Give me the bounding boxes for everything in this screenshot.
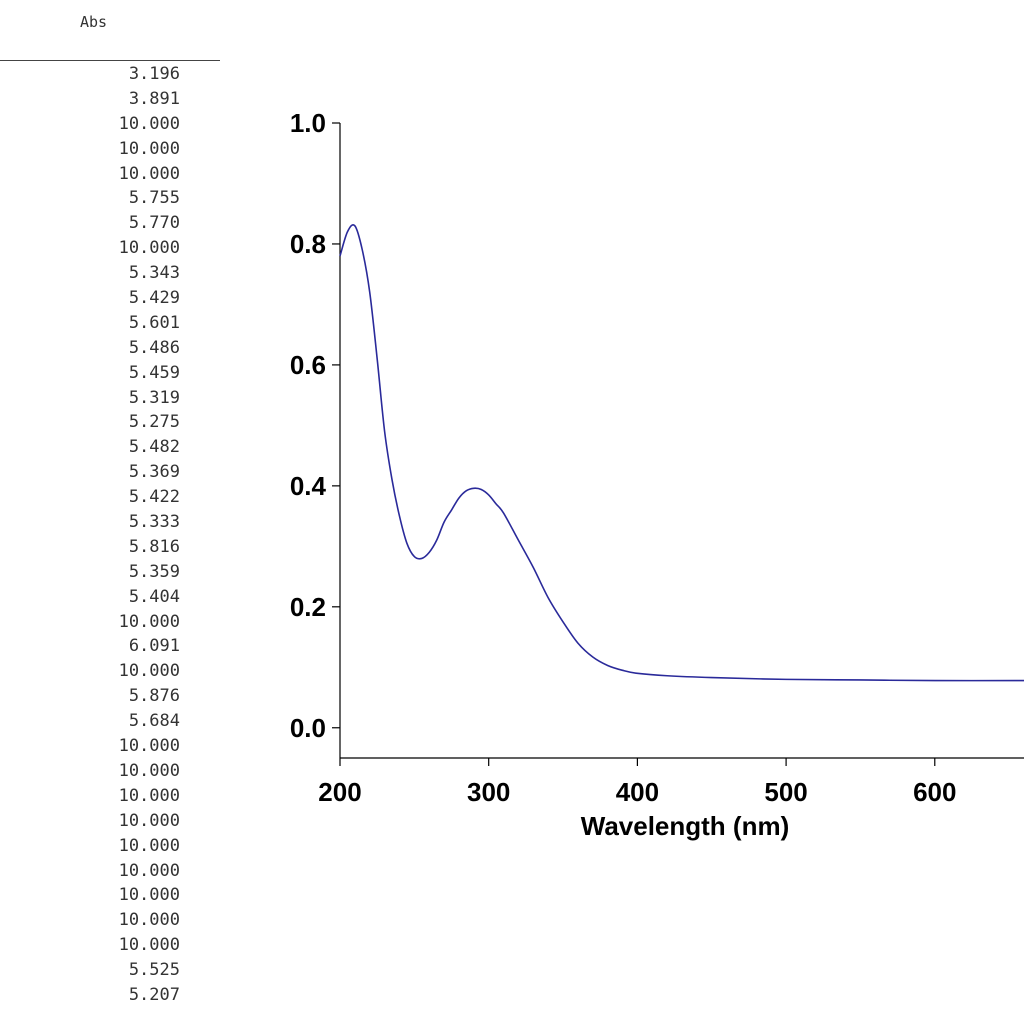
abs-value: 10.000 bbox=[118, 736, 180, 757]
y-tick-label: 0.8 bbox=[290, 229, 326, 259]
header-divider bbox=[0, 60, 220, 61]
axes bbox=[339, 123, 1024, 759]
x-tick-label: 400 bbox=[616, 777, 659, 807]
x-tick-label: 500 bbox=[764, 777, 807, 807]
y-tick-label: 0.4 bbox=[290, 471, 327, 501]
abs-value: 10.000 bbox=[118, 163, 180, 184]
abs-value: 10.000 bbox=[118, 661, 180, 682]
abs-value: 10.000 bbox=[118, 138, 180, 159]
abs-value: 5.755 bbox=[128, 188, 180, 209]
y-tick-label: 0.6 bbox=[290, 350, 326, 380]
abs-value: 5.525 bbox=[128, 960, 180, 981]
abs-value: 10.000 bbox=[118, 760, 180, 781]
y-tick-label: 0.2 bbox=[290, 592, 326, 622]
x-tick-label: 200 bbox=[318, 777, 361, 807]
spectrum-chart-svg: 200 300 400 500 600 0.0 0.2 0.4 0.6 0.8 1.0 Wavel… bbox=[290, 108, 1024, 841]
abs-values-list: 3.196 3.891 10.000 10.000 10.000 5.755 5.770 10… bbox=[0, 62, 180, 1008]
spectrum-chart: 200 300 400 500 600 0.0 0.2 0.4 0.6 0.8 1.0 Wavel… bbox=[230, 90, 1024, 870]
abs-value: 5.459 bbox=[128, 362, 180, 383]
abs-value: 5.816 bbox=[128, 536, 180, 557]
abs-value: 5.343 bbox=[128, 263, 180, 284]
abs-table: Abs 3.196 3.891 10.000 10.000 10.000 5.755 5.7… bbox=[0, 0, 220, 1024]
abs-value: 5.770 bbox=[128, 213, 180, 234]
abs-value: 5.486 bbox=[128, 337, 180, 358]
abs-value: 5.422 bbox=[128, 487, 180, 508]
y-tick-label: 0.0 bbox=[290, 713, 326, 743]
abs-value: 10.000 bbox=[118, 860, 180, 881]
abs-value: 5.601 bbox=[128, 312, 180, 333]
abs-value: 5.369 bbox=[128, 462, 180, 483]
x-tick-label: 600 bbox=[913, 777, 956, 807]
abs-value: 5.876 bbox=[128, 686, 180, 707]
abs-value: 5.275 bbox=[128, 412, 180, 433]
y-tick-label: 1.0 bbox=[290, 108, 326, 138]
abs-value: 10.000 bbox=[118, 810, 180, 831]
abs-value: 10.000 bbox=[118, 910, 180, 931]
y-axis-ticks: 0.0 0.2 0.4 0.6 0.8 1.0 bbox=[290, 108, 340, 743]
x-tick-label: 300 bbox=[467, 777, 510, 807]
abs-value: 10.000 bbox=[118, 113, 180, 134]
abs-value: 10.000 bbox=[118, 238, 180, 259]
abs-value: 5.404 bbox=[128, 586, 180, 607]
abs-value: 6.091 bbox=[128, 636, 180, 657]
absorbance-line bbox=[339, 223, 1024, 682]
abs-value: 10.000 bbox=[118, 935, 180, 956]
abs-value: 10.000 bbox=[118, 885, 180, 906]
abs-value: 5.359 bbox=[128, 561, 180, 582]
abs-value: 3.891 bbox=[128, 88, 180, 109]
abs-value: 5.482 bbox=[128, 437, 180, 458]
abs-column-header: Abs bbox=[80, 13, 108, 31]
abs-value: 5.429 bbox=[128, 288, 180, 309]
abs-value: 5.207 bbox=[128, 984, 180, 1005]
abs-value: 10.000 bbox=[118, 835, 180, 856]
abs-value: 10.000 bbox=[118, 785, 180, 806]
abs-value: 10.000 bbox=[118, 611, 180, 632]
abs-value: 5.319 bbox=[128, 387, 180, 408]
abs-value: 3.196 bbox=[128, 64, 180, 84]
x-axis-ticks: 200 300 400 500 600 bbox=[318, 758, 956, 807]
abs-value: 5.684 bbox=[128, 711, 180, 732]
abs-value: 5.333 bbox=[128, 512, 180, 533]
x-axis-label: Wavelength (nm) bbox=[581, 811, 789, 841]
